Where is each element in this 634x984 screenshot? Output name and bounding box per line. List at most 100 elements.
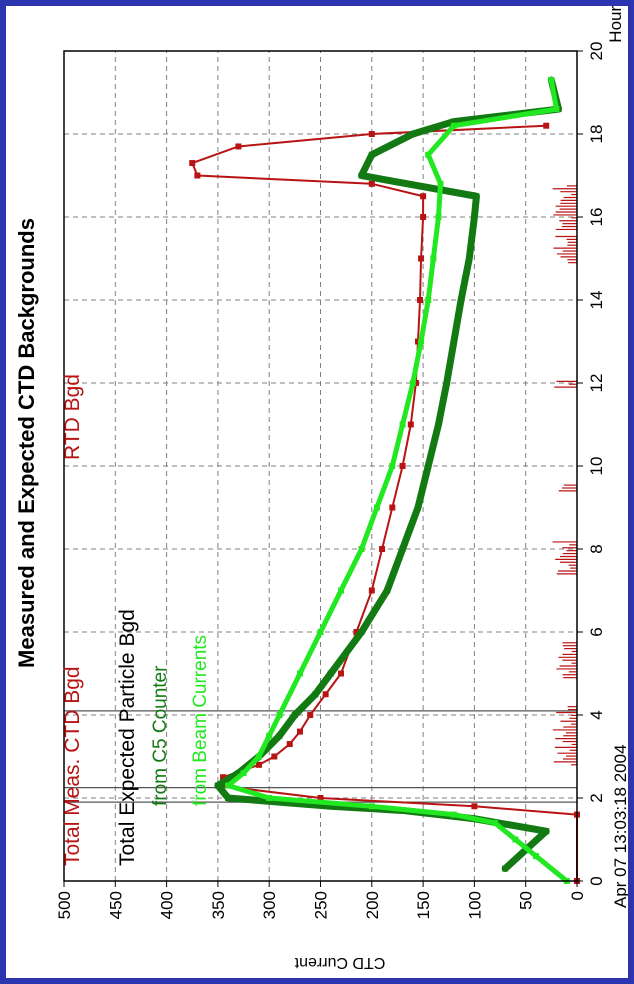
- series-beam-currents-point: [374, 505, 380, 511]
- series-c5-counter-point: [225, 795, 231, 801]
- series-beam-currents-point: [225, 783, 231, 789]
- series-beam-currents-point: [512, 837, 518, 843]
- series-beam-currents-point: [492, 820, 498, 826]
- series-c5-counter-point: [400, 546, 406, 552]
- y-tick-label: 200: [363, 891, 382, 919]
- series-beam-currents-point: [533, 853, 539, 859]
- series-c5-counter-point: [384, 588, 390, 594]
- x-axis-label: Hours: [606, 6, 625, 43]
- series-total-meas-point: [235, 143, 241, 149]
- series-c5-counter-point: [328, 671, 334, 677]
- y-tick-label: 500: [55, 891, 74, 919]
- x-tick-label: 20: [587, 42, 606, 61]
- series-total-meas-point: [408, 422, 414, 428]
- x-tick-label: 4: [587, 710, 606, 719]
- x-tick-label: 6: [587, 627, 606, 636]
- chart-frame: 0 2 4 6 8 10 12 14 16 18 20 0 50 100 150 200 250 300 350 40…: [6, 6, 628, 978]
- series-c5-counter-point: [215, 783, 221, 789]
- y-tick-label: 400: [158, 891, 177, 919]
- series-c5-counter-point: [312, 691, 318, 697]
- series-beam-currents-point: [276, 712, 282, 718]
- series-total-meas-point: [287, 741, 293, 747]
- series-beam-currents-point: [359, 546, 365, 552]
- x-tick-label: 0: [587, 876, 606, 885]
- y-axis-label: CTD Current: [294, 954, 385, 971]
- series-beam-currents-point: [425, 152, 431, 158]
- series-total-meas-point: [379, 546, 385, 552]
- series-beam-currents-point: [297, 671, 303, 677]
- chart-svg: 0246810121416182005010015020025030035040…: [6, 6, 628, 978]
- x-tick-label: 10: [587, 457, 606, 476]
- series-c5-counter-point: [410, 131, 416, 137]
- y-tick-label: 350: [209, 891, 228, 919]
- x-tick-label: 14: [587, 291, 606, 310]
- series-total-meas-point: [418, 256, 424, 262]
- y-tick-label: 150: [414, 891, 433, 919]
- label-total-meas: Total Meas. CTD Bgd: [61, 666, 84, 866]
- y-tick-label: 450: [106, 891, 125, 919]
- series-beam-currents-point: [430, 256, 436, 262]
- y-tick-label: 50: [517, 891, 536, 910]
- series-total-meas-point: [323, 691, 329, 697]
- x-tick-label: 18: [587, 125, 606, 144]
- x-tick-label: 12: [587, 374, 606, 393]
- series-total-meas-point: [389, 505, 395, 511]
- label-beam-currents: from Beam Currents: [190, 635, 211, 806]
- series-c5-counter-point: [543, 828, 549, 834]
- series-c5-counter-point: [369, 152, 375, 158]
- series-beam-currents-point: [451, 123, 457, 129]
- series-total-meas-point: [307, 712, 313, 718]
- label-rtd: RTD Bgd: [61, 374, 84, 460]
- y-tick-label: 300: [260, 891, 279, 919]
- series-total-meas-point: [420, 214, 426, 220]
- series-total-meas-point: [369, 131, 375, 137]
- series-c5-counter-point: [276, 733, 282, 739]
- label-total-expected: Total Expected Particle Bgd: [116, 609, 139, 866]
- series-beam-currents-point: [256, 754, 262, 760]
- series-beam-currents-point: [266, 733, 272, 739]
- series-beam-currents-point: [425, 297, 431, 303]
- series-beam-currents-point: [553, 106, 559, 112]
- series-beam-currents-point: [548, 77, 554, 83]
- series-beam-currents-point: [438, 181, 444, 187]
- series-beam-currents-point: [338, 588, 344, 594]
- series-c5-counter-point: [502, 866, 508, 872]
- series-c5-counter-point: [471, 214, 477, 220]
- x-tick-label: 8: [587, 544, 606, 553]
- series-c5-counter-point: [435, 422, 441, 428]
- series-c5-counter-point: [359, 173, 365, 179]
- label-c5-counter: from C5 Counter: [150, 665, 171, 806]
- series-beam-currents-point: [410, 380, 416, 386]
- x-tick-label: 2: [587, 793, 606, 802]
- series-c5-counter-point: [415, 505, 421, 511]
- series-beam-currents-point: [451, 812, 457, 818]
- y-tick-label: 100: [465, 891, 484, 919]
- y-tick-label: 250: [312, 891, 331, 919]
- series-c5-counter-point: [444, 380, 450, 386]
- chart-title: Measured and Expected CTD Backgrounds: [14, 218, 39, 668]
- series-beam-currents-point: [418, 339, 424, 345]
- series-total-meas-point: [369, 588, 375, 594]
- series-beam-currents-point: [435, 214, 441, 220]
- series-total-meas-point: [271, 754, 277, 760]
- series-c5-counter-point: [458, 297, 464, 303]
- series-beam-currents-point: [318, 629, 324, 635]
- series-c5-counter-point: [466, 256, 472, 262]
- series-c5-counter-point: [292, 712, 298, 718]
- series-c5-counter-point: [359, 629, 365, 635]
- series-total-meas-point: [543, 123, 549, 129]
- series-total-meas-point: [338, 671, 344, 677]
- series-total-meas-point: [189, 160, 195, 166]
- series-total-meas-point: [297, 729, 303, 735]
- series-c5-counter-point: [425, 463, 431, 469]
- series-beam-currents-point: [389, 463, 395, 469]
- series-c5-counter-point: [451, 339, 457, 345]
- series-beam-currents-point: [241, 770, 247, 776]
- series-beam-currents-point: [266, 795, 272, 801]
- series-beam-currents-point: [369, 803, 375, 809]
- series-total-meas-point: [417, 297, 423, 303]
- series-total-meas-point: [369, 181, 375, 187]
- series-total-meas-point: [400, 463, 406, 469]
- x-tick-label: 16: [587, 208, 606, 227]
- series-total-meas-point: [420, 193, 426, 199]
